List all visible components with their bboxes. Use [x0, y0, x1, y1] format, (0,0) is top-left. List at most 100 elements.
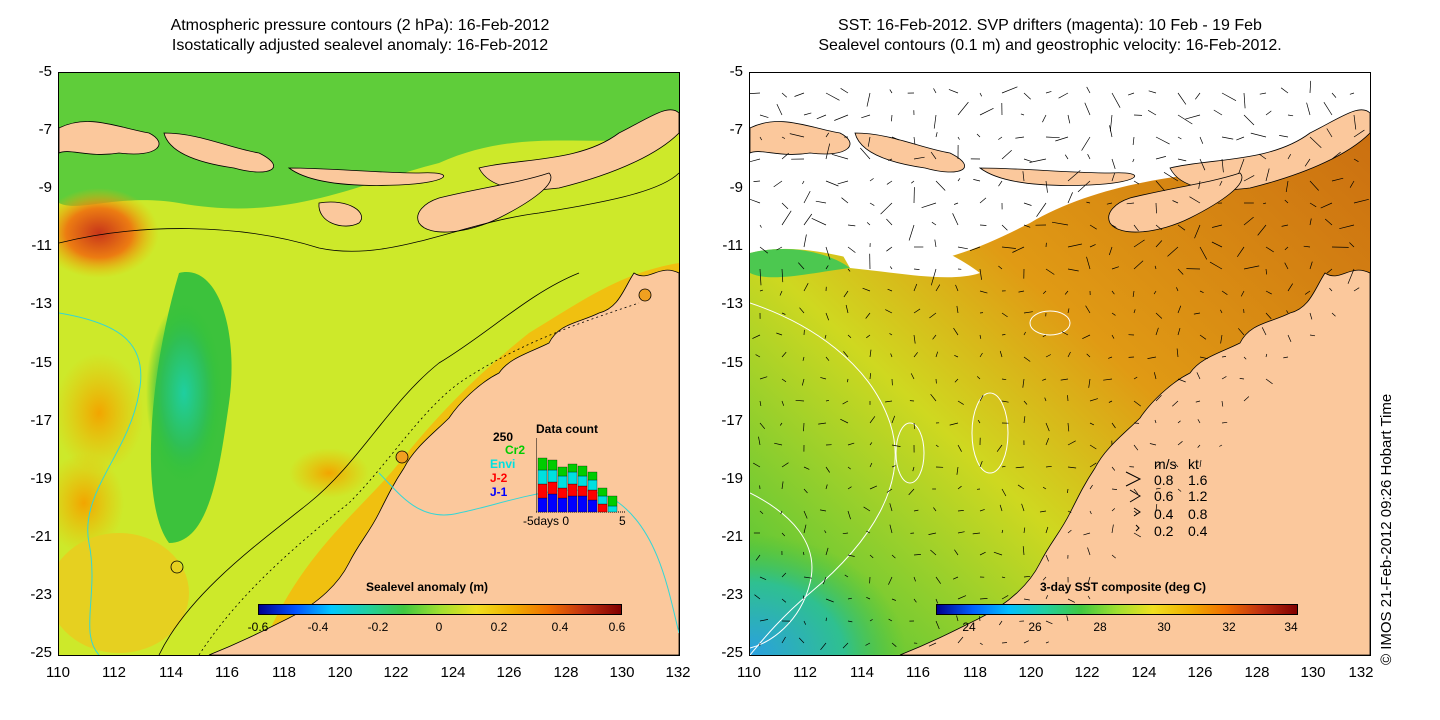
data-count-bar — [587, 499, 598, 513]
velocity-arrow — [1067, 488, 1069, 494]
velocity-arrow — [847, 442, 855, 446]
velocity-arrow — [1155, 504, 1158, 512]
data-count-bar — [577, 465, 588, 477]
velocity-arrow — [913, 308, 921, 314]
velocity-arrow — [1086, 256, 1091, 270]
velocity-arrow — [1023, 400, 1028, 405]
velocity-arrow — [976, 133, 981, 138]
velocity-arrow — [1221, 376, 1227, 380]
velocity-arrow — [1250, 132, 1267, 138]
velocity-arrow — [957, 400, 964, 405]
velocity-arrow — [803, 283, 809, 292]
left-ytick: -13 — [30, 295, 52, 312]
velocity-arrow — [811, 217, 827, 226]
velocity-arrow — [862, 287, 871, 292]
velocity-arrow — [1045, 465, 1052, 468]
velocity-arrow — [866, 92, 871, 107]
right-xtick: 114 — [850, 664, 874, 681]
velocity-arrow — [1066, 615, 1069, 622]
velocity-arrow — [979, 92, 983, 97]
velocity-arrow — [1044, 397, 1047, 402]
right-xtick: 128 — [1244, 664, 1270, 681]
velocity-arrow — [889, 524, 893, 534]
velocity-arrow — [825, 617, 827, 622]
velocity-arrow — [1088, 378, 1091, 388]
velocity-arrow — [1155, 240, 1163, 248]
velocity-arrow — [886, 180, 893, 185]
legend-kt-value: 1.2 — [1188, 488, 1208, 504]
velocity-arrow — [1023, 356, 1031, 362]
velocity-arrow — [957, 101, 969, 116]
velocity-arrow — [776, 246, 783, 251]
velocity-arrow — [1023, 640, 1029, 644]
velocity-arrow — [1353, 287, 1360, 292]
velocity-arrow — [803, 524, 807, 534]
velocity-arrow — [1243, 175, 1255, 182]
velocity-arrow — [908, 488, 915, 496]
data-count-bar — [547, 459, 558, 471]
velocity-arrow — [935, 620, 940, 630]
velocity-arrow — [1220, 334, 1223, 344]
velocity-arrow — [1199, 246, 1208, 260]
velocity-arrow — [1265, 312, 1272, 320]
velocity-arrow — [1176, 348, 1179, 358]
velocity-arrow — [1177, 92, 1187, 105]
velocity-arrow — [1284, 199, 1289, 204]
velocity-arrow — [1221, 421, 1228, 424]
colorbar-label: 0 — [435, 620, 443, 634]
left-xtick: 120 — [327, 664, 353, 681]
velocity-arrow — [1001, 400, 1009, 403]
velocity-arrow — [931, 221, 937, 226]
velocity-arrow — [803, 234, 807, 248]
velocity-arrow — [842, 532, 849, 535]
velocity-arrow — [1147, 109, 1157, 116]
velocity-arrow — [1067, 598, 1075, 603]
velocity-arrow — [1109, 114, 1113, 132]
velocity-arrow — [803, 422, 805, 432]
velocity-arrow — [1111, 290, 1115, 295]
velocity-arrow — [1195, 92, 1201, 100]
velocity-arrow — [843, 351, 849, 358]
velocity-arrow — [1236, 136, 1245, 141]
data-count-bar — [577, 495, 588, 513]
velocity-arrow — [888, 618, 893, 622]
data-count-bar — [547, 481, 558, 495]
velocity-arrow — [1089, 510, 1092, 515]
velocity-arrow — [1023, 158, 1032, 162]
velocity-arrow — [910, 373, 915, 380]
right-xtick: 120 — [1018, 664, 1044, 681]
velocity-arrow — [889, 503, 893, 512]
velocity-arrow — [935, 598, 939, 604]
right-ytick: -11 — [722, 237, 743, 254]
velocity-arrow — [1012, 246, 1025, 253]
velocity-arrow — [908, 224, 915, 241]
velocity-arrow — [1212, 224, 1223, 228]
velocity-arrow — [759, 114, 769, 118]
velocity-arrow — [1045, 180, 1048, 193]
velocity-arrow — [1265, 268, 1268, 275]
velocity-arrow — [1089, 462, 1097, 468]
velocity-arrow — [1196, 372, 1201, 380]
velocity-arrow — [1177, 305, 1182, 314]
velocity-arrow — [1001, 529, 1004, 534]
velocity-arrow — [1198, 180, 1201, 189]
velocity-arrow — [1261, 327, 1267, 336]
velocity-arrow — [921, 202, 937, 209]
velocity-arrow — [1111, 524, 1114, 534]
velocity-arrow — [1023, 202, 1032, 206]
velocity-arrow — [1199, 158, 1206, 171]
velocity-arrow — [1155, 312, 1163, 319]
velocity-arrow — [977, 419, 981, 424]
velocity-arrow — [885, 309, 893, 314]
velocity-arrow — [776, 332, 783, 336]
velocity-arrow — [913, 598, 917, 603]
velocity-arrow — [954, 549, 959, 556]
velocity-arrow — [825, 132, 830, 138]
velocity-arrow — [979, 509, 985, 512]
velocity-arrow — [869, 349, 872, 358]
velocity-arrow — [803, 213, 813, 226]
data-count-bar — [557, 475, 568, 489]
velocity-arrow — [886, 218, 893, 226]
velocity-arrow — [1286, 310, 1289, 314]
velocity-arrow — [1155, 156, 1166, 160]
